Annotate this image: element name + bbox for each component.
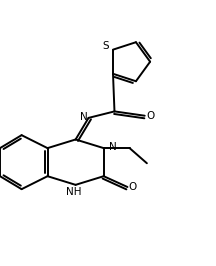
Text: NH: NH <box>66 187 81 197</box>
Text: N: N <box>80 112 87 122</box>
Text: N: N <box>109 142 117 152</box>
Text: O: O <box>129 182 137 192</box>
Text: S: S <box>103 41 109 51</box>
Text: O: O <box>146 111 154 121</box>
